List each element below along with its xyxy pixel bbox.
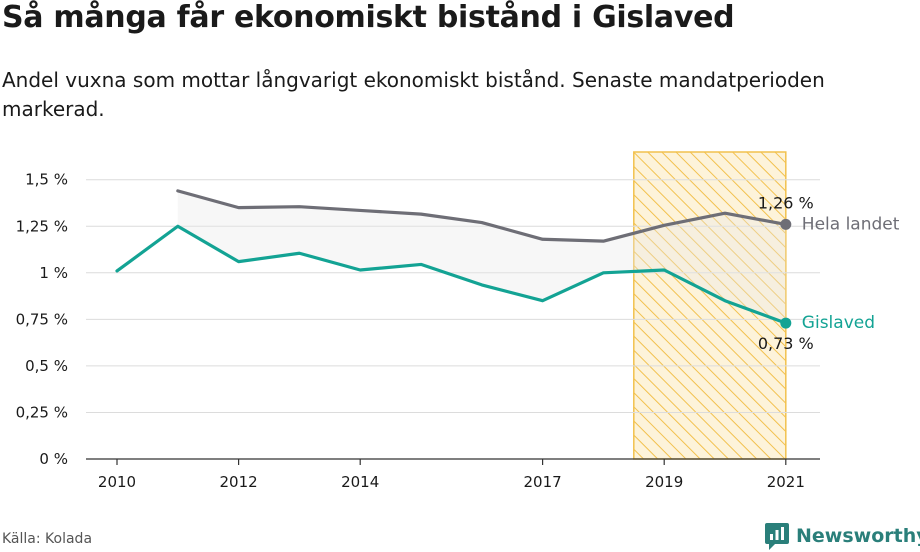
x-tick-label: 2012	[220, 473, 258, 491]
brand-name: Newsworthy	[796, 525, 920, 547]
y-tick-label: 1,25 %	[16, 217, 68, 235]
x-tick-label: 2014	[341, 473, 379, 491]
highlight-period	[633, 151, 787, 460]
x-tick-label: 2021	[767, 473, 805, 491]
x-tick-label: 2017	[524, 473, 562, 491]
x-tick-label: 2019	[645, 473, 683, 491]
value-label-hela-landet: 1,26 %	[758, 193, 814, 212]
y-tick-label: 0,75 %	[16, 310, 68, 328]
chart-bubble-icon	[765, 523, 789, 550]
y-tick-label: 0,5 %	[25, 357, 68, 375]
value-label-gislaved: 0,73 %	[758, 334, 814, 353]
y-tick-label: 0 %	[39, 450, 68, 468]
chart-title: Så många får ekonomiskt bistånd i Gislav…	[2, 0, 735, 35]
series-label-hela-landet: Hela landet	[802, 214, 900, 234]
brand-logo: Newsworthy	[764, 520, 920, 552]
difference-band	[177, 190, 786, 324]
x-tick-label: 2010	[98, 473, 136, 491]
y-tick-label: 0,25 %	[16, 403, 68, 421]
y-tick-label: 1,5 %	[25, 171, 68, 189]
end-point-hela-landet	[780, 218, 792, 230]
y-tick-label: 1 %	[39, 264, 68, 282]
series-label-gislaved: Gislaved	[802, 313, 875, 333]
end-point-gislaved	[780, 317, 792, 329]
source-note: Källa: Kolada	[2, 531, 93, 547]
chart-subtitle: Andel vuxna som mottar långvarigt ekonom…	[2, 68, 825, 121]
series-line-gislaved	[115, 224, 788, 325]
series-line-hela-landet	[176, 189, 788, 243]
